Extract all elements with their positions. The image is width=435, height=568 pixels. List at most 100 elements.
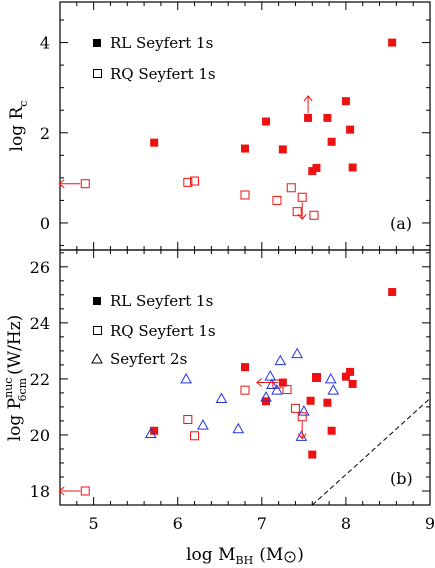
legend-label-rq: RQ Seyfert 1s <box>110 322 216 340</box>
legend-label-sy2: Seyfert 2s <box>110 350 187 368</box>
limit-arrow <box>303 95 313 113</box>
panel-a: 0 2 4 log Rc RL Seyfert 1s RQ Seyfert 1s (… <box>7 1 431 251</box>
rl-seyfert1-point <box>312 163 321 172</box>
rl-seyfert1-point <box>312 373 321 382</box>
seyfert2-point <box>264 370 277 381</box>
panel-a-ticks <box>59 2 431 250</box>
rq-seyfert1-point <box>282 385 292 395</box>
dashed-limit-line <box>311 398 431 506</box>
panel-b-label: (b) <box>390 469 413 488</box>
x-tick-label: 8 <box>341 514 351 533</box>
seyfert2-point <box>180 372 192 384</box>
rl-seyfert1-point <box>348 163 357 172</box>
limit-arrow <box>297 202 307 221</box>
y-tick-label: 2 <box>40 124 50 143</box>
rq-seyfert1-point <box>240 385 250 395</box>
rq-seyfert1-point <box>183 177 193 187</box>
rl-seyfert1-point <box>306 396 315 405</box>
x-tick-label: 5 <box>89 514 99 533</box>
rl-seyfert1-point <box>308 167 317 176</box>
rl-seyfert1-point <box>304 113 313 122</box>
rl-seyfert1-point <box>346 367 355 376</box>
rl-seyfert1-point <box>323 398 332 407</box>
panel-b-frame <box>59 249 431 506</box>
x-tick-label: 7 <box>257 514 267 533</box>
panel-b-legend: RL Seyfert 1s RQ Seyfert 1s Seyfert 2s <box>91 292 216 368</box>
legend-label-rq: RQ Seyfert 1s <box>110 65 216 83</box>
seyfert2-point <box>274 354 287 366</box>
y-tick-label: 20 <box>30 426 50 445</box>
y-tick-label: 18 <box>30 482 50 501</box>
rl-seyfert1-point <box>150 426 159 435</box>
rl-seyfert1-point <box>262 117 271 126</box>
rl-seyfert1-point <box>323 113 332 122</box>
legend-label-rl: RL Seyfert 1s <box>110 292 213 310</box>
limit-arrow <box>297 421 307 440</box>
panel-b: 18 20 22 24 26 5 6 7 8 9 log Pnuc6cm(W/Hz) log M… <box>2 249 435 567</box>
seyfert2-point <box>291 347 303 359</box>
y-tick-label: 26 <box>30 258 50 277</box>
panel-a-ylabel: log Rc <box>7 101 30 152</box>
panel-a-data-marks <box>58 38 397 221</box>
legend-marker-rl <box>93 297 101 305</box>
seyfert2-point <box>232 422 245 434</box>
x-tick-label: 9 <box>425 514 435 533</box>
limit-arrow <box>58 179 81 189</box>
rq-seyfert1-point <box>240 190 250 200</box>
rl-seyfert1-point <box>341 97 350 106</box>
legend-marker-rq <box>93 69 102 78</box>
seyfert2-point <box>215 392 228 404</box>
rq-seyfert1-point <box>183 415 193 425</box>
panel-a-legend: RL Seyfert 1s RQ Seyfert 1s <box>93 34 216 83</box>
legend-marker-sy2 <box>91 352 103 364</box>
rl-seyfert1-point <box>327 137 336 146</box>
rl-seyfert1-point <box>341 372 350 381</box>
legend-marker-rq <box>93 326 102 335</box>
rq-seyfert1-point <box>297 192 307 202</box>
rl-seyfert1-point <box>348 379 357 388</box>
rq-seyfert1-point <box>292 207 302 217</box>
x-tick-label: 6 <box>173 514 183 533</box>
x-axis-label: log MBH (M) <box>186 545 304 567</box>
legend-label-rl: RL Seyfert 1s <box>110 34 213 52</box>
rl-seyfert1-point <box>346 125 355 134</box>
y-tick-label: 24 <box>30 314 50 333</box>
seyfert2-point <box>327 384 340 395</box>
seyfert2-point <box>295 430 308 441</box>
y-tick-label: 0 <box>40 214 50 233</box>
seyfert2-point <box>324 372 337 384</box>
seyfert2-point <box>266 378 278 390</box>
panel-b-ytick-labels: 18 20 22 24 26 <box>30 258 50 501</box>
rl-seyfert1-point <box>308 450 317 459</box>
seyfert2-point <box>144 427 157 439</box>
x-tick-labels: 5 6 7 8 9 <box>89 514 435 533</box>
rl-seyfert1-point <box>241 363 249 372</box>
rq-seyfert1-point <box>80 179 90 189</box>
rq-seyfert1-point <box>272 195 282 205</box>
panel-b-data-marks <box>58 288 431 506</box>
rl-seyfert1-point <box>388 38 397 47</box>
rl-seyfert1-point <box>150 138 159 147</box>
limit-arrow <box>58 486 81 496</box>
rl-seyfert1-point <box>241 144 249 153</box>
panel-b-ylabel: log Pnuc6cm(W/Hz) <box>2 315 29 442</box>
panel-a-ytick-labels: 0 2 4 <box>40 34 50 233</box>
sun-symbol <box>284 551 296 563</box>
rl-seyfert1-point <box>278 378 287 387</box>
seyfert2-point <box>298 405 310 416</box>
rq-seyfert1-point <box>286 183 296 193</box>
y-tick-label: 22 <box>30 370 50 389</box>
seyfert2-point <box>260 391 272 402</box>
limit-arrow <box>256 378 278 387</box>
panel-b-ticks <box>59 250 431 506</box>
seyfert2-point <box>271 384 283 395</box>
y-tick-label: 4 <box>40 34 50 53</box>
rq-seyfert1-point <box>309 210 319 220</box>
rq-seyfert1-point <box>311 373 321 382</box>
rq-seyfert1-point <box>190 431 200 441</box>
rq-seyfert1-point <box>190 176 200 186</box>
seyfert2-point <box>197 419 209 430</box>
rl-seyfert1-point <box>327 426 336 435</box>
rq-seyfert1-point <box>297 412 307 422</box>
